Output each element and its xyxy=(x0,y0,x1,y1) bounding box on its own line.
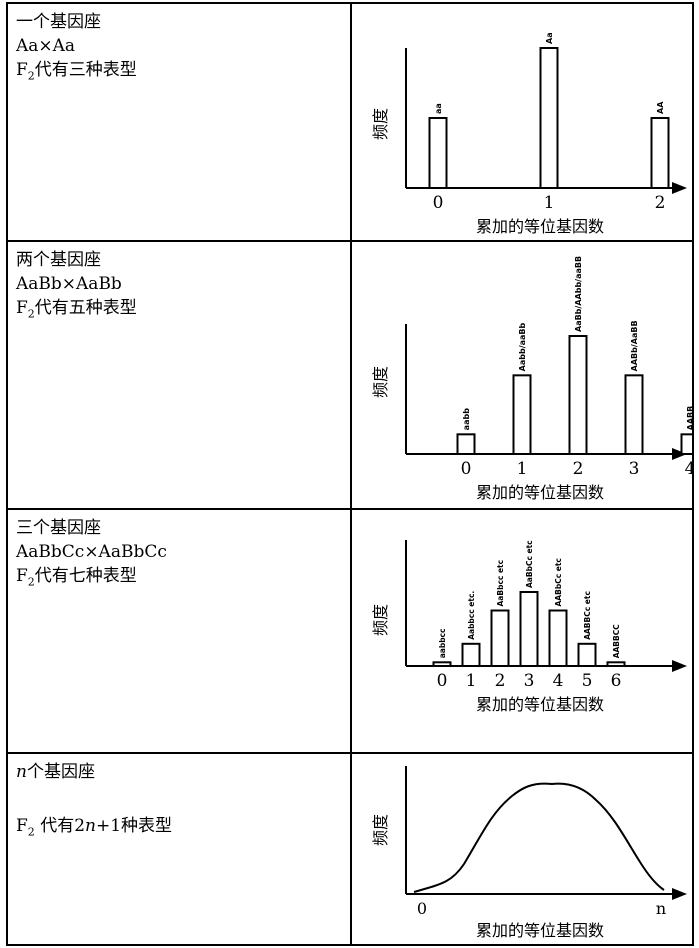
genotype-label-6: AABBCC xyxy=(612,624,621,659)
locus-title: 三个基因座 xyxy=(16,518,101,538)
bar-2 xyxy=(490,609,510,667)
x-tick-label-2: 2 xyxy=(655,193,666,213)
bar-1 xyxy=(461,642,481,668)
x-tick-label-0: 0 xyxy=(461,459,472,479)
description-cell: 一个基因座 Aa×Aa F2代有三种表型 xyxy=(8,4,352,240)
cross-formula: Aa×Aa xyxy=(16,36,76,56)
row-n-loci: n个基因座 F2 代有2n+1种表型 频度 0 n 累加的等位基因数 xyxy=(8,754,692,944)
x-axis-label: 累加的等位基因数 xyxy=(476,217,604,236)
x-axis-arrow xyxy=(672,182,687,194)
locus-title: 两个基因座 xyxy=(16,250,101,270)
cross-formula: AaBb×AaBb xyxy=(16,274,122,294)
genotype-label-0: aa xyxy=(434,103,443,114)
x-tick-label-3: 3 xyxy=(629,459,640,479)
x-tick-label-1: 1 xyxy=(544,193,555,213)
bar-2 xyxy=(650,117,670,189)
genotype-label-1: Aabbcc etc. xyxy=(467,591,476,640)
bar-0 xyxy=(432,661,452,668)
bar-0 xyxy=(456,433,476,455)
row-one-locus: 一个基因座 Aa×Aa F2代有三种表型 aa 0 Aa 1 AA 2 频度累加的等位基因数 xyxy=(8,4,692,242)
x-tick-label-0: 0 xyxy=(417,899,427,918)
x-tick-label-2: 2 xyxy=(495,671,506,691)
y-axis-label: 频度 xyxy=(371,108,390,140)
genotype-label-1: Aa xyxy=(545,32,554,44)
genotype-label-2: AaBbcc etc xyxy=(496,560,505,607)
histogram-chart-two-loci: aabb 0 Aabb/aaBb 1 AaBb/AAbb/aaBB 2 AABb/AaBB 3… xyxy=(371,256,699,502)
bar-4 xyxy=(548,609,568,667)
x-tick-label-1: 1 xyxy=(517,459,528,479)
genotype-label-2: AA xyxy=(656,101,665,114)
x-tick-label-n: n xyxy=(656,899,666,918)
genotype-label-4: AABbCc etc xyxy=(554,558,563,606)
genotype-label-3: AaBbCc etc xyxy=(525,540,534,588)
distribution-curve-chart: 频度 0 n 累加的等位基因数 xyxy=(371,766,687,940)
y-axis-label: 频度 xyxy=(371,366,390,398)
chart-cell: aabbcc 0 Aabbcc etc. 1 AaBbcc etc 2 AaBbCc etc… xyxy=(352,510,692,752)
x-axis-label: 累加的等位基因数 xyxy=(476,695,604,714)
description-cell: 两个基因座 AaBb×AaBb F2代有五种表型 xyxy=(8,242,352,508)
bar-3 xyxy=(519,591,539,667)
genotype-label-3: AABb/AaBB xyxy=(630,320,639,371)
x-tick-label-3: 3 xyxy=(524,671,535,691)
histogram-chart-three-loci: aabbcc 0 Aabbcc etc. 1 AaBbcc etc 2 AaBbCc etc… xyxy=(371,540,687,714)
locus-title: n个基因座 xyxy=(16,762,95,782)
y-axis-label: 频度 xyxy=(371,604,390,636)
genotype-label-2: AaBb/AAbb/aaBB xyxy=(574,256,583,332)
x-tick-label-4: 4 xyxy=(685,459,692,479)
locus-title: 一个基因座 xyxy=(16,12,101,32)
genotype-label-0: aabbcc xyxy=(438,629,447,659)
x-tick-label-1: 1 xyxy=(466,671,477,691)
cross-formula: AaBbCc×AaBbCc xyxy=(16,542,167,562)
x-tick-label-2: 2 xyxy=(573,459,584,479)
bar-4 xyxy=(680,433,699,455)
x-axis-label: 累加的等位基因数 xyxy=(476,483,604,502)
genotype-label-1: Aabb/aaBb xyxy=(518,322,527,371)
bar-3 xyxy=(624,374,644,455)
bar-5 xyxy=(577,642,597,668)
x-axis-arrow xyxy=(672,448,687,460)
bar-0 xyxy=(428,117,448,189)
x-axis-arrow xyxy=(672,888,687,900)
x-tick-label-5: 5 xyxy=(582,671,593,691)
phenotype-count: F2代有三种表型 xyxy=(16,60,137,83)
chart-cell: aa 0 Aa 1 AA 2 频度累加的等位基因数 xyxy=(352,4,692,240)
phenotype-count: F2 代有2n+1种表型 xyxy=(16,816,173,839)
genotype-label-5: AABBCc etc xyxy=(583,591,592,640)
bar-6 xyxy=(606,661,626,668)
x-axis-label: 累加的等位基因数 xyxy=(476,921,604,940)
bar-2 xyxy=(568,335,588,455)
bar-1 xyxy=(512,374,532,455)
phenotype-count: F2代有七种表型 xyxy=(16,566,137,589)
x-tick-label-0: 0 xyxy=(433,193,444,213)
description-cell: 三个基因座 AaBbCc×AaBbCc F2代有七种表型 xyxy=(8,510,352,752)
genetics-table: 一个基因座 Aa×Aa F2代有三种表型 aa 0 Aa 1 AA 2 频度 累加的等位基因数… xyxy=(6,2,699,946)
row-two-loci: 两个基因座 AaBb×AaBb F2代有五种表型 aabb 0 Aabb/aaBb 1… xyxy=(8,242,699,510)
genotype-label-0: aabb xyxy=(462,408,471,431)
x-tick-label-6: 6 xyxy=(611,671,622,691)
bar-1 xyxy=(539,47,559,189)
distribution-curve xyxy=(413,782,665,893)
y-axis-label: 频度 xyxy=(371,814,390,846)
x-tick-label-0: 0 xyxy=(437,671,448,691)
genotype-label-4: AABB xyxy=(686,406,692,431)
chart-cell: 频度 0 n 累加的等位基因数 xyxy=(352,754,692,944)
description-cell: n个基因座 F2 代有2n+1种表型 xyxy=(8,754,352,944)
phenotype-count: F2代有五种表型 xyxy=(16,298,137,321)
row-three-loci: 三个基因座 AaBbCc×AaBbCc F2代有七种表型 aabbcc 0 Aabb… xyxy=(8,510,692,754)
x-axis-arrow xyxy=(672,660,687,672)
x-tick-label-4: 4 xyxy=(553,671,564,691)
chart-cell: aabb 0 Aabb/aaBb 1 AaBb/AAbb/aaBB 2 AABb/AaBB 3… xyxy=(352,242,699,508)
